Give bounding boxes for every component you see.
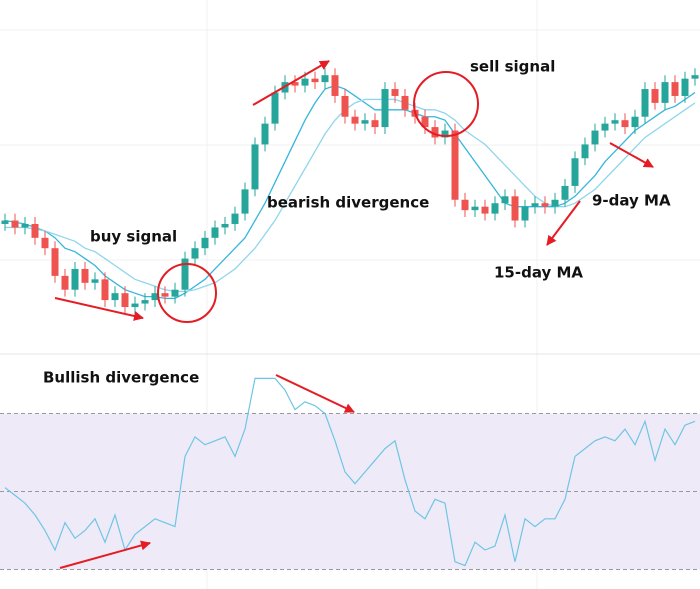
candle-body xyxy=(501,196,509,204)
arrow xyxy=(546,200,581,246)
candle-body xyxy=(341,95,349,117)
candle-body xyxy=(611,120,619,124)
candle-body xyxy=(391,89,399,96)
candle-body xyxy=(361,120,369,124)
candle-body xyxy=(691,75,699,79)
candle-body xyxy=(181,258,189,290)
series-label: 15-day MA xyxy=(494,264,583,282)
candle-body xyxy=(161,293,169,297)
candle-body xyxy=(421,116,429,128)
candle-body xyxy=(651,89,659,103)
candle-body xyxy=(681,78,689,96)
candle-body xyxy=(191,248,199,259)
candle-body xyxy=(441,130,449,138)
candle-body xyxy=(481,206,489,214)
candle-body xyxy=(201,237,209,249)
moving-average xyxy=(5,98,696,293)
annotation: sell signal xyxy=(470,58,555,76)
signal-circle xyxy=(157,263,217,323)
candle-body xyxy=(141,300,149,304)
candle-body xyxy=(231,213,239,224)
candle-body xyxy=(581,144,589,159)
candle-body xyxy=(551,199,559,207)
candle-body xyxy=(51,248,59,276)
candle-body xyxy=(71,268,79,290)
candle-body xyxy=(621,120,629,128)
moving-average xyxy=(4,84,696,300)
candle-body xyxy=(1,220,9,224)
candle-body xyxy=(591,130,599,145)
candle-body xyxy=(81,268,89,283)
signal-circle xyxy=(413,71,479,137)
candle-body xyxy=(431,127,439,138)
candle-body xyxy=(561,185,569,200)
arrow xyxy=(54,297,144,321)
candle-body xyxy=(31,223,39,238)
arrow xyxy=(609,142,654,168)
annotation: Bullish divergence xyxy=(43,369,199,387)
candle-body xyxy=(301,78,309,86)
candle-body xyxy=(571,158,579,186)
candle-body xyxy=(661,82,669,103)
candle-body xyxy=(641,89,649,117)
candle-body xyxy=(491,203,499,214)
candle-body xyxy=(131,303,139,308)
annotation: buy signal xyxy=(90,228,177,246)
candle-body xyxy=(261,123,269,145)
candle-body xyxy=(271,92,279,124)
candle-body xyxy=(601,123,609,131)
candle-body xyxy=(91,279,99,283)
candle-body xyxy=(351,116,359,124)
candle-body xyxy=(471,206,479,211)
overlay xyxy=(54,60,654,569)
candle-body xyxy=(521,206,529,221)
candle-body xyxy=(671,82,679,96)
candle-body xyxy=(331,75,339,96)
candle-body xyxy=(401,95,409,110)
candle-body xyxy=(41,237,49,249)
candle-body xyxy=(61,275,69,290)
candle-body xyxy=(511,196,519,221)
candle-body xyxy=(211,227,219,238)
arrow xyxy=(59,540,151,569)
candle-body xyxy=(11,220,19,228)
arrow xyxy=(252,60,330,106)
candle-body xyxy=(291,82,299,86)
price-panel xyxy=(1,68,699,314)
rsi-line xyxy=(4,377,696,567)
series-label: 9-day MA xyxy=(592,192,671,210)
candle-body xyxy=(531,203,539,207)
candle-body xyxy=(321,75,329,83)
candle-body xyxy=(121,293,129,308)
candle-body xyxy=(461,199,469,211)
candle-body xyxy=(251,144,259,190)
arrow xyxy=(275,374,355,413)
candle-body xyxy=(541,203,549,207)
candle-body xyxy=(171,289,179,297)
candle-body xyxy=(101,279,109,301)
annotation: bearish divergence xyxy=(267,194,429,212)
candle-body xyxy=(631,116,639,128)
candle-body xyxy=(381,89,389,128)
candle-body xyxy=(371,120,379,128)
candle-body xyxy=(241,189,249,214)
candle-body xyxy=(111,293,119,301)
rsi-panel xyxy=(0,377,700,570)
candle-body xyxy=(21,223,29,228)
candle-body xyxy=(221,223,229,228)
candle-body xyxy=(451,130,459,200)
candle-body xyxy=(151,293,159,301)
candle-body xyxy=(311,78,319,83)
